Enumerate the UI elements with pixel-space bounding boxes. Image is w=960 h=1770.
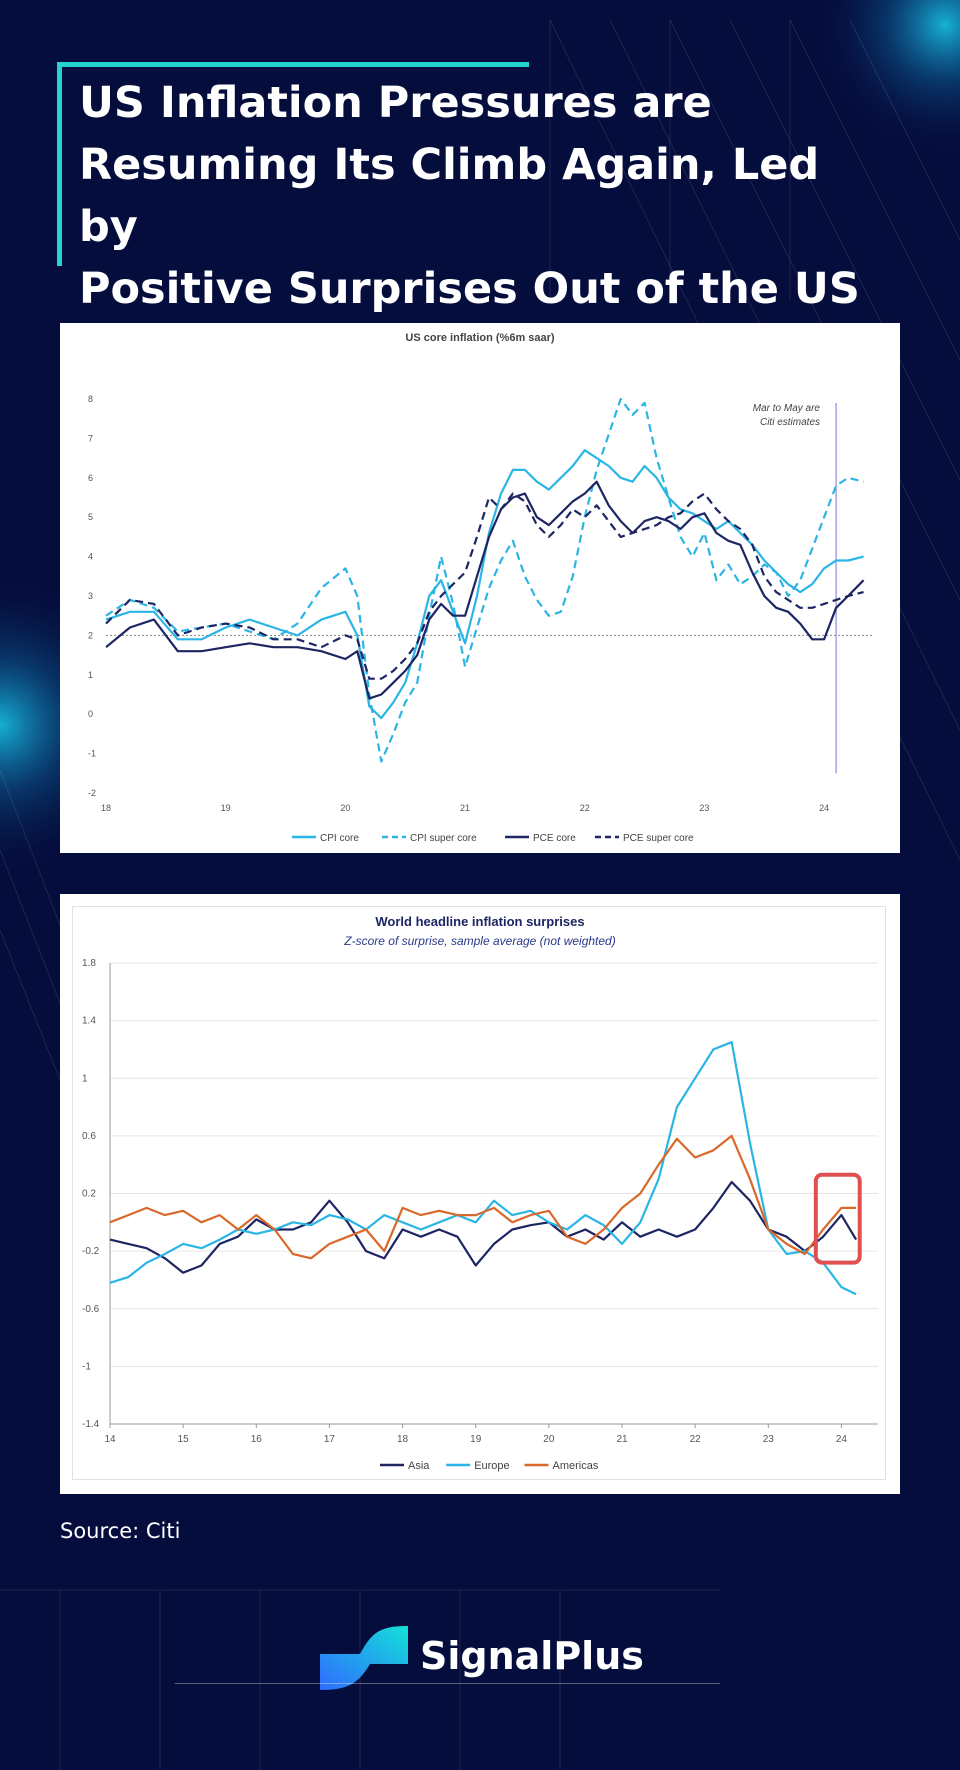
chart-subtitle: Z-score of surprise, sample average (not…	[343, 934, 615, 948]
x-tick-label: 15	[178, 1434, 190, 1445]
legend-label-pce-core: PCE core	[533, 833, 576, 844]
brand-name: SignalPlus	[420, 1634, 644, 1678]
y-tick-label: 7	[88, 433, 93, 443]
title-accent-bar-top	[57, 62, 529, 67]
title-block: US Inflation Pressures are Resuming Its …	[57, 62, 877, 314]
y-tick-label: 1	[88, 670, 93, 680]
y-tick-label: 8	[88, 394, 93, 404]
y-tick-label: 1.4	[82, 1016, 96, 1027]
legend-label-pce-super-core: PCE super core	[623, 833, 694, 844]
chart-title: World headline inflation surprises	[375, 914, 584, 929]
series-line-americas	[109, 1134, 857, 1260]
x-tick-label: 19	[221, 803, 231, 813]
world-inflation-surprises-chart: World headline inflation surprises Z-scor…	[82, 914, 878, 1472]
y-tick-label: 0	[88, 709, 93, 719]
world-inflation-surprises-chart-panel: World headline inflation surprises Z-scor…	[60, 894, 900, 1494]
page-title: US Inflation Pressures are Resuming Its …	[79, 72, 879, 320]
y-tick-label: 0.6	[82, 1131, 96, 1142]
y-tick-label: -1	[82, 1361, 91, 1372]
legend-label-cpi-core: CPI core	[320, 833, 359, 844]
page-title-line-3: Positive Surprises Out of the US	[79, 264, 860, 314]
signalplus-logo[interactable]: SignalPlus	[320, 1624, 650, 1694]
y-tick-label: 1	[82, 1073, 88, 1084]
legend-label-europe: Europe	[474, 1460, 509, 1472]
y-tick-label: -2	[88, 788, 96, 798]
chart-frame	[72, 906, 886, 1480]
series-line-cpi-core	[105, 449, 864, 720]
series-line-asia	[109, 1180, 858, 1274]
x-tick-label: 21	[460, 803, 470, 813]
x-tick-label: 22	[690, 1434, 702, 1445]
title-accent-bar-left	[57, 62, 62, 266]
x-tick-label: 23	[763, 1434, 775, 1445]
x-tick-label: 18	[101, 803, 111, 813]
x-tick-label: 19	[470, 1434, 482, 1445]
signalplus-logo-icon	[320, 1626, 408, 1690]
x-tick-label: 21	[616, 1434, 628, 1445]
x-tick-label: 24	[836, 1434, 848, 1445]
y-tick-label: 3	[88, 591, 93, 601]
series-line-pce-super-core	[105, 492, 864, 680]
y-tick-label: -1.4	[82, 1419, 100, 1430]
y-tick-label: -0.2	[82, 1246, 100, 1257]
source-note: Source: Citi	[60, 1519, 181, 1543]
y-tick-label: 6	[88, 473, 93, 483]
highlight-box	[813, 1172, 862, 1265]
chart-title: US core inflation (%6m saar)	[405, 332, 554, 344]
us-core-inflation-chart-panel: US core inflation (%6m saar) -2 -1 0 1 2 3 4 5 6 7…	[60, 323, 900, 853]
x-tick-label: 24	[819, 803, 829, 813]
x-tick-label: 17	[324, 1434, 336, 1445]
y-tick-label: 4	[88, 552, 93, 562]
legend-label-americas: Americas	[553, 1460, 599, 1472]
footer-divider	[175, 1683, 720, 1684]
x-tick-label: 16	[251, 1434, 263, 1445]
y-tick-label: -0.6	[82, 1304, 100, 1315]
chart-annotation-line: Mar to May are	[753, 403, 821, 414]
y-tick-label: 5	[88, 512, 93, 522]
x-tick-label: 20	[543, 1434, 555, 1445]
y-tick-label: -1	[88, 749, 96, 759]
y-tick-label: 2	[88, 630, 93, 640]
legend-label-asia: Asia	[408, 1460, 430, 1472]
x-tick-label: 20	[340, 803, 350, 813]
legend-label-cpi-super-core: CPI super core	[410, 833, 477, 844]
x-tick-label: 22	[580, 803, 590, 813]
series-line-pce-core	[105, 480, 865, 700]
x-tick-label: 18	[397, 1434, 409, 1445]
y-tick-label: 0.2	[82, 1189, 96, 1200]
us-core-inflation-chart: US core inflation (%6m saar)-2-101234567…	[88, 332, 872, 844]
y-tick-label: 1.8	[82, 958, 96, 969]
x-tick-label: 14	[104, 1434, 116, 1445]
chart-annotation-line: Citi estimates	[760, 417, 820, 428]
series-line-cpi-super-core	[105, 397, 864, 763]
page-title-line-2: Resuming Its Climb Again, Led by	[79, 140, 820, 252]
x-tick-label: 23	[699, 803, 709, 813]
page-title-line-1: US Inflation Pressures are	[79, 78, 712, 128]
